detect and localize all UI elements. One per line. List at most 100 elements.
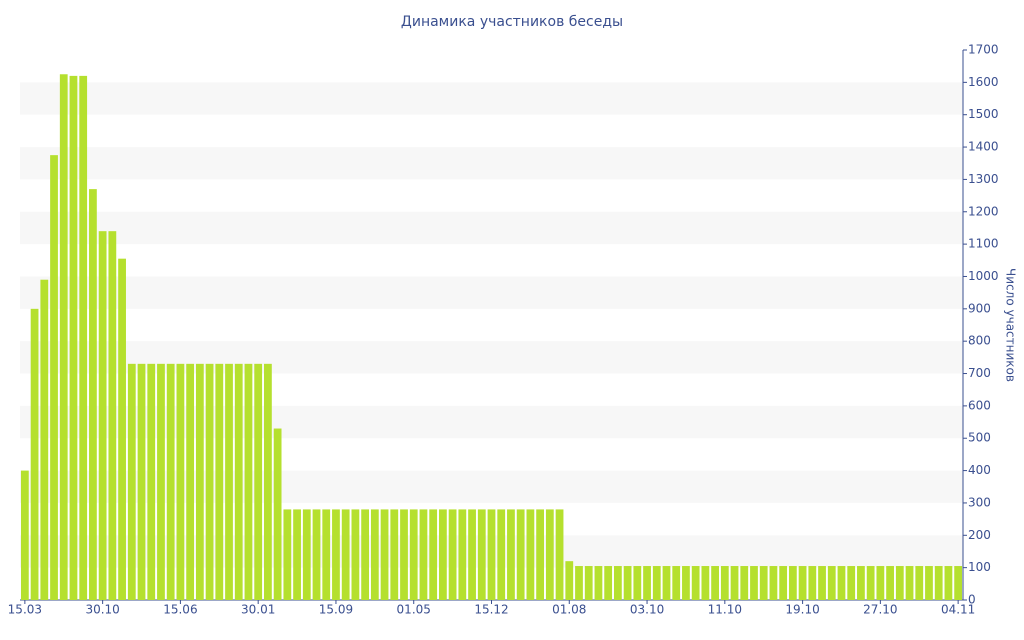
bar xyxy=(565,561,574,600)
bar xyxy=(40,279,49,600)
bar xyxy=(730,566,739,600)
x-tick-label: 15.09 xyxy=(319,603,353,617)
bar xyxy=(215,363,224,600)
y-axis-label: Число участников xyxy=(1004,268,1018,382)
bar xyxy=(827,566,836,600)
bar xyxy=(20,470,29,600)
bar xyxy=(954,566,963,600)
bar xyxy=(264,363,272,600)
bar xyxy=(497,509,506,600)
bar xyxy=(195,363,204,600)
grid-band xyxy=(20,211,963,245)
bar xyxy=(244,363,253,600)
bar xyxy=(30,308,39,600)
bar xyxy=(98,231,107,601)
x-tick-label: 30.01 xyxy=(241,603,275,617)
bar xyxy=(895,566,904,600)
x-tick-label: 01.08 xyxy=(552,603,586,617)
bar xyxy=(779,566,788,600)
y-tick-label: 1700 xyxy=(968,43,999,57)
y-tick-label: 1500 xyxy=(968,107,999,121)
bar xyxy=(701,566,710,600)
bar xyxy=(166,363,175,600)
grid-band xyxy=(20,276,963,309)
bar xyxy=(818,566,826,600)
bar xyxy=(59,74,68,600)
bar xyxy=(380,509,389,600)
x-tick-label: 15.03 xyxy=(8,603,42,617)
y-tick-label: 700 xyxy=(968,366,991,380)
y-tick-label: 600 xyxy=(968,398,991,412)
bar xyxy=(604,566,613,600)
y-tick-label: 400 xyxy=(968,463,991,477)
bar xyxy=(536,509,544,600)
x-tick-label: 11.10 xyxy=(708,603,742,617)
bar xyxy=(886,566,894,600)
y-tick-label: 1300 xyxy=(968,172,999,186)
bar xyxy=(89,189,97,600)
bar xyxy=(905,566,914,600)
bar xyxy=(487,509,496,600)
x-tick-label: 30.10 xyxy=(85,603,119,617)
bar xyxy=(341,509,350,600)
bar xyxy=(759,566,768,600)
bar xyxy=(361,509,370,600)
y-tick-label: 900 xyxy=(968,301,991,315)
grid-band xyxy=(20,147,963,180)
bar xyxy=(711,566,719,600)
bar xyxy=(302,509,311,600)
bar xyxy=(682,566,690,600)
bar xyxy=(584,566,593,600)
bar xyxy=(720,566,729,600)
bar xyxy=(448,509,457,600)
bar xyxy=(79,75,88,601)
bar xyxy=(50,155,58,600)
bar xyxy=(516,509,525,600)
bar xyxy=(507,509,515,600)
bar xyxy=(137,363,146,600)
bar xyxy=(108,231,117,601)
bar xyxy=(545,509,554,600)
bar xyxy=(477,509,486,600)
x-tick-label: 03.10 xyxy=(630,603,664,617)
bar xyxy=(876,566,885,600)
y-tick-label: 0 xyxy=(968,593,976,607)
bar xyxy=(127,363,136,600)
bar xyxy=(429,509,438,600)
y-tick-label: 800 xyxy=(968,334,991,348)
bar xyxy=(283,509,292,600)
bar xyxy=(176,363,185,600)
y-tick-label: 1200 xyxy=(968,204,999,218)
bar xyxy=(555,509,564,600)
y-tick-label: 300 xyxy=(968,495,991,509)
y-tick-label: 1000 xyxy=(968,269,999,283)
bar xyxy=(332,509,340,600)
bar xyxy=(351,509,360,600)
bar xyxy=(225,363,233,600)
bar xyxy=(468,509,476,600)
bar xyxy=(322,509,331,600)
bar xyxy=(925,566,933,600)
bar xyxy=(273,428,282,600)
x-tick-label: 04.11 xyxy=(941,603,975,617)
y-tick-label: 200 xyxy=(968,528,991,542)
bar xyxy=(147,363,156,600)
bar xyxy=(847,566,856,600)
x-tick-label: 27.10 xyxy=(863,603,897,617)
bar xyxy=(944,566,953,600)
bar xyxy=(652,566,661,600)
bar xyxy=(769,566,778,600)
x-tick-label: 01.05 xyxy=(397,603,431,617)
bar xyxy=(254,363,263,600)
bar xyxy=(118,258,126,600)
bar xyxy=(157,363,165,600)
bar xyxy=(633,566,642,600)
bar xyxy=(613,566,622,600)
grid-band xyxy=(20,82,963,115)
bar xyxy=(915,566,924,600)
y-tick-label: 500 xyxy=(968,431,991,445)
bar xyxy=(623,566,632,600)
bar xyxy=(419,509,428,600)
x-tick-label: 15.06 xyxy=(163,603,197,617)
bar xyxy=(409,509,418,600)
